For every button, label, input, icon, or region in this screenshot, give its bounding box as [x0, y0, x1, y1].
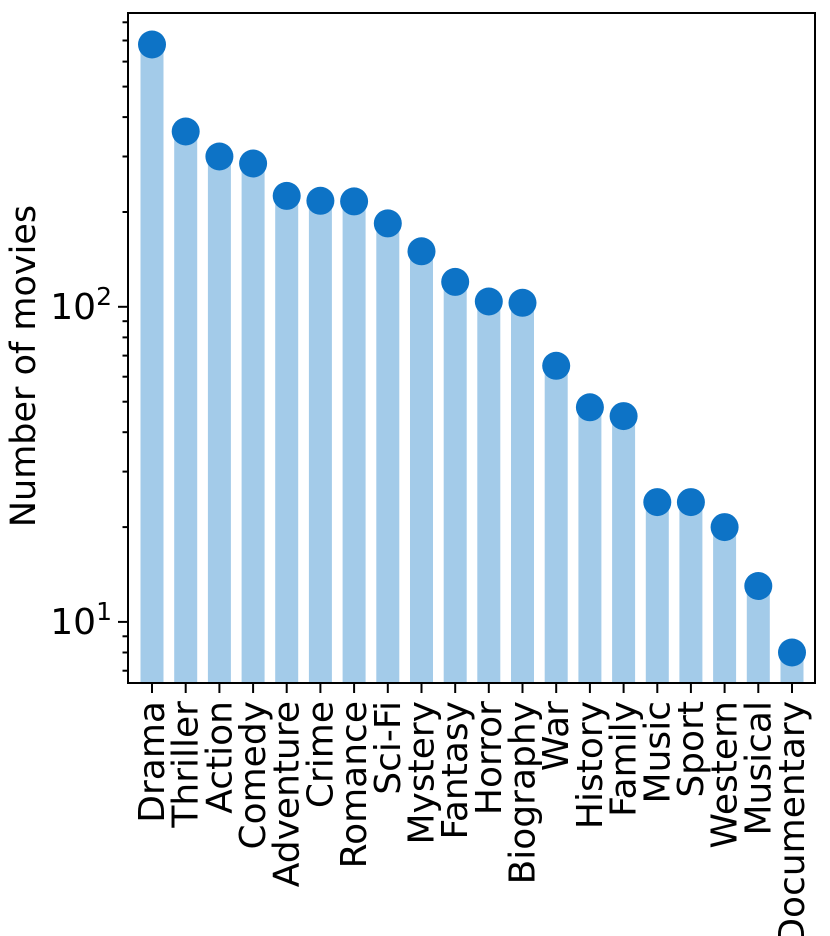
x-tick-label-war: War — [536, 701, 577, 771]
dot-history — [575, 393, 604, 422]
plot-border — [127, 12, 816, 684]
bar-adventure — [275, 195, 299, 683]
bar-horror — [477, 301, 501, 683]
x-tick-label-sport: Sport — [671, 701, 712, 798]
x-tick-label-musical: Musical — [738, 701, 779, 836]
x-tick-label-music: Music — [637, 701, 678, 803]
x-tick-label-sci-fi: Sci-Fi — [368, 701, 409, 795]
dot-action — [205, 142, 234, 171]
dot-music — [643, 488, 672, 517]
bar-western — [713, 527, 737, 683]
x-tick-label-history: History — [570, 701, 611, 829]
bar-action — [207, 156, 231, 683]
dot-drama — [138, 30, 166, 59]
bar-thriller — [174, 131, 198, 683]
dot-fantasy — [441, 267, 470, 296]
dot-crime — [306, 186, 335, 215]
dot-biography — [508, 288, 537, 317]
bar-fantasy — [443, 281, 467, 683]
dot-romance — [340, 187, 369, 216]
dot-western — [710, 513, 739, 542]
x-tick-label-comedy: Comedy — [233, 701, 274, 850]
x-tick-label-action: Action — [199, 701, 240, 814]
x-tick-label-crime: Crime — [300, 701, 341, 808]
bar-mystery — [410, 251, 433, 684]
dot-comedy — [239, 149, 268, 178]
dot-war — [542, 351, 571, 380]
bar-crime — [308, 200, 332, 684]
x-tick-label-mystery: Mystery — [402, 701, 443, 845]
bar-romance — [342, 201, 366, 683]
bar-sport — [679, 502, 703, 683]
x-tick-label-western: Western — [705, 701, 746, 849]
bar-comedy — [241, 163, 265, 683]
x-tick-label-documentary: Documentary — [772, 701, 813, 936]
x-tick-label-horror: Horror — [469, 701, 510, 815]
dot-family — [609, 402, 638, 431]
dot-sport — [676, 488, 705, 517]
bar-family — [612, 416, 636, 683]
bar-sci-fi — [376, 223, 400, 683]
dot-adventure — [272, 181, 301, 210]
dot-thriller — [171, 117, 200, 146]
x-tick-label-drama: Drama — [132, 701, 173, 823]
x-tick-label-thriller: Thriller — [166, 701, 207, 829]
y-tick-label-10: 101 — [50, 597, 112, 643]
y-axis-label: Number of movies — [4, 204, 44, 528]
dot-mystery — [407, 237, 436, 266]
dot-documentary — [778, 638, 806, 667]
bar-music — [645, 502, 669, 683]
dot-horror — [474, 287, 503, 316]
y-tick-label-100: 102 — [50, 282, 112, 328]
bar-history — [578, 407, 602, 683]
x-tick-label-adventure: Adventure — [267, 701, 308, 887]
x-tick-label-romance: Romance — [334, 701, 375, 868]
bar-biography — [511, 302, 534, 683]
x-tick-label-biography: Biography — [503, 701, 544, 884]
dot-musical — [744, 572, 773, 600]
bar-drama — [140, 44, 164, 683]
x-tick-label-family: Family — [604, 701, 645, 817]
bar-war — [544, 365, 568, 683]
dot-sci-fi — [373, 209, 402, 238]
x-tick-label-fantasy: Fantasy — [435, 701, 476, 840]
bar-musical — [746, 586, 770, 683]
